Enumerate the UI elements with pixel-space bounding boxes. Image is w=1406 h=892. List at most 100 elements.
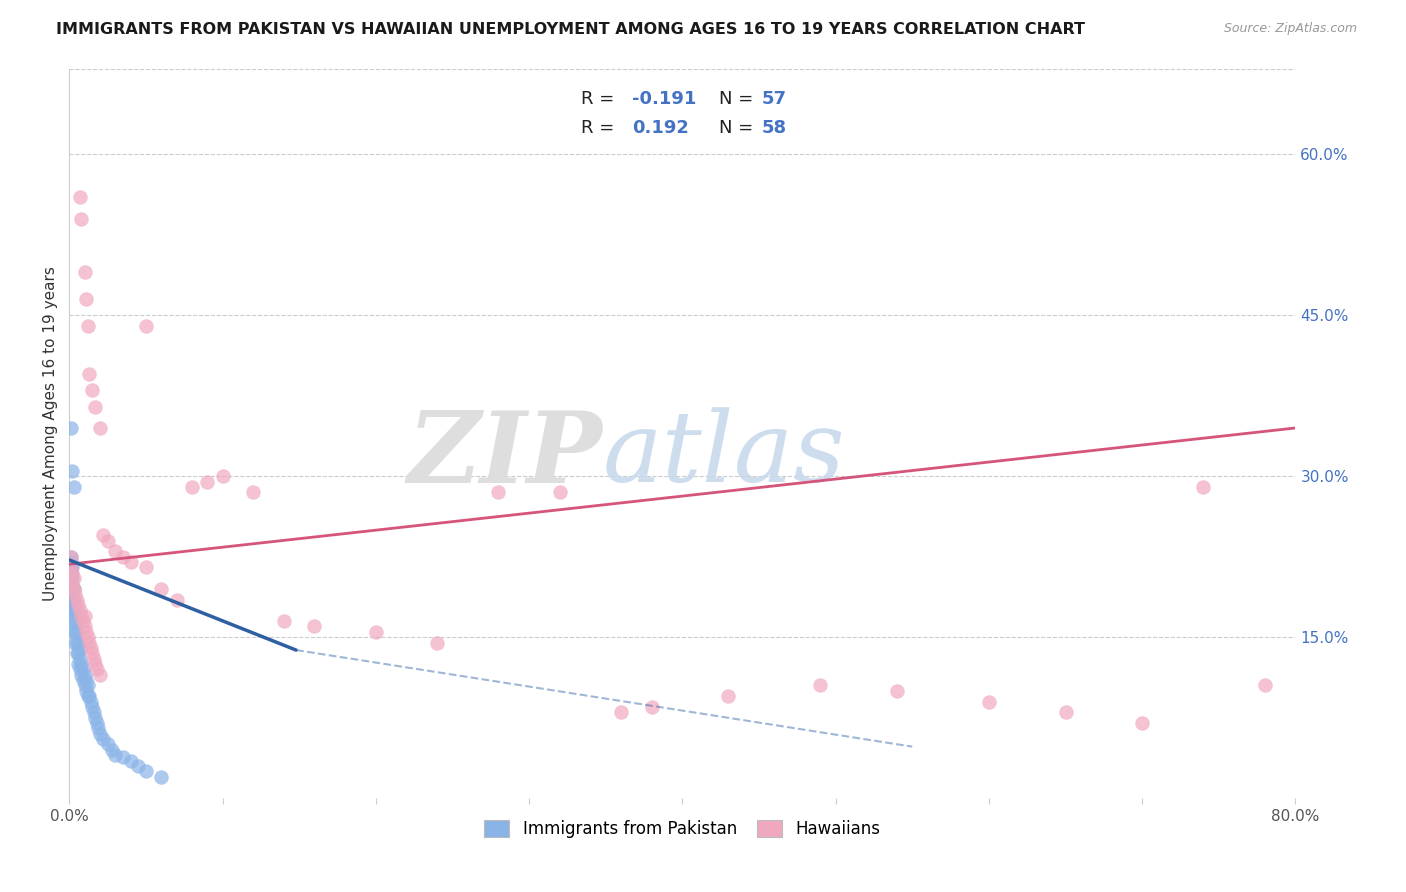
Point [70, 657, 93, 671]
Point [77, 690, 100, 704]
Point [73, 265, 96, 279]
Point [70, 608, 93, 623]
Point [65, 603, 87, 617]
Point [91, 528, 114, 542]
Point [120, 555, 142, 569]
Point [60, 592, 83, 607]
Point [75, 673, 97, 687]
Point [66, 635, 89, 649]
Point [304, 619, 326, 633]
Point [1254, 678, 1277, 692]
Point [69, 662, 91, 676]
Point [548, 485, 571, 500]
Point [75, 292, 97, 306]
Point [77, 368, 100, 382]
Point [135, 560, 157, 574]
Point [66, 624, 89, 639]
Point [73, 619, 96, 633]
Point [150, 770, 173, 784]
Point [59, 549, 82, 564]
Point [82, 646, 104, 660]
Point [72, 673, 94, 687]
Point [127, 759, 149, 773]
Point [69, 603, 91, 617]
Point [717, 690, 740, 704]
Point [96, 533, 118, 548]
Point [84, 400, 107, 414]
Point [82, 700, 104, 714]
Point [76, 678, 98, 692]
Point [87, 722, 110, 736]
Point [73, 678, 96, 692]
Point [135, 319, 157, 334]
Point [63, 582, 86, 596]
Point [83, 651, 105, 665]
Point [76, 690, 98, 704]
Y-axis label: Unemployment Among Ages 16 to 19 years: Unemployment Among Ages 16 to 19 years [44, 266, 58, 601]
Point [75, 624, 97, 639]
Point [977, 695, 1000, 709]
Point [60, 571, 83, 585]
Point [195, 475, 218, 489]
Point [70, 667, 93, 681]
Point [76, 630, 98, 644]
Point [364, 624, 387, 639]
Point [80, 640, 103, 655]
Point [63, 582, 86, 596]
Text: N =: N = [718, 90, 759, 108]
Point [63, 592, 86, 607]
Point [70, 211, 93, 226]
Point [67, 635, 90, 649]
Point [63, 614, 86, 628]
Point [89, 667, 111, 681]
Point [1130, 716, 1153, 731]
Text: 58: 58 [762, 120, 787, 137]
Text: 57: 57 [762, 90, 787, 108]
Point [72, 662, 94, 676]
Point [1192, 480, 1215, 494]
Text: Source: ZipAtlas.com: Source: ZipAtlas.com [1223, 22, 1357, 36]
Point [69, 640, 91, 655]
Point [426, 635, 449, 649]
Point [89, 421, 111, 435]
Point [120, 754, 142, 768]
Point [86, 716, 108, 731]
Point [63, 603, 86, 617]
Point [1054, 706, 1077, 720]
Point [67, 657, 90, 671]
Point [67, 646, 90, 660]
Point [82, 384, 104, 398]
Text: -0.191: -0.191 [633, 90, 696, 108]
Point [65, 614, 87, 628]
Text: N =: N = [718, 120, 759, 137]
Point [60, 576, 83, 591]
Point [66, 614, 89, 628]
Point [60, 566, 83, 580]
Point [69, 190, 91, 204]
Point [63, 480, 86, 494]
Point [111, 750, 134, 764]
Point [60, 582, 83, 596]
Text: atlas: atlas [603, 408, 845, 503]
Point [84, 657, 107, 671]
Point [63, 624, 86, 639]
Text: IMMIGRANTS FROM PAKISTAN VS HAWAIIAN UNEMPLOYMENT AMONG AGES 16 TO 19 YEARS CORR: IMMIGRANTS FROM PAKISTAN VS HAWAIIAN UNE… [56, 22, 1085, 37]
Point [641, 700, 664, 714]
Point [60, 603, 83, 617]
Point [75, 683, 97, 698]
Point [91, 732, 114, 747]
Point [59, 592, 82, 607]
Point [808, 678, 831, 692]
Point [59, 560, 82, 574]
Point [84, 711, 107, 725]
Point [486, 485, 509, 500]
Point [104, 544, 127, 558]
Point [96, 738, 118, 752]
Point [63, 571, 86, 585]
Point [150, 582, 173, 596]
Point [610, 706, 633, 720]
Point [77, 635, 100, 649]
Point [66, 646, 89, 660]
Point [65, 635, 87, 649]
Point [86, 662, 108, 676]
